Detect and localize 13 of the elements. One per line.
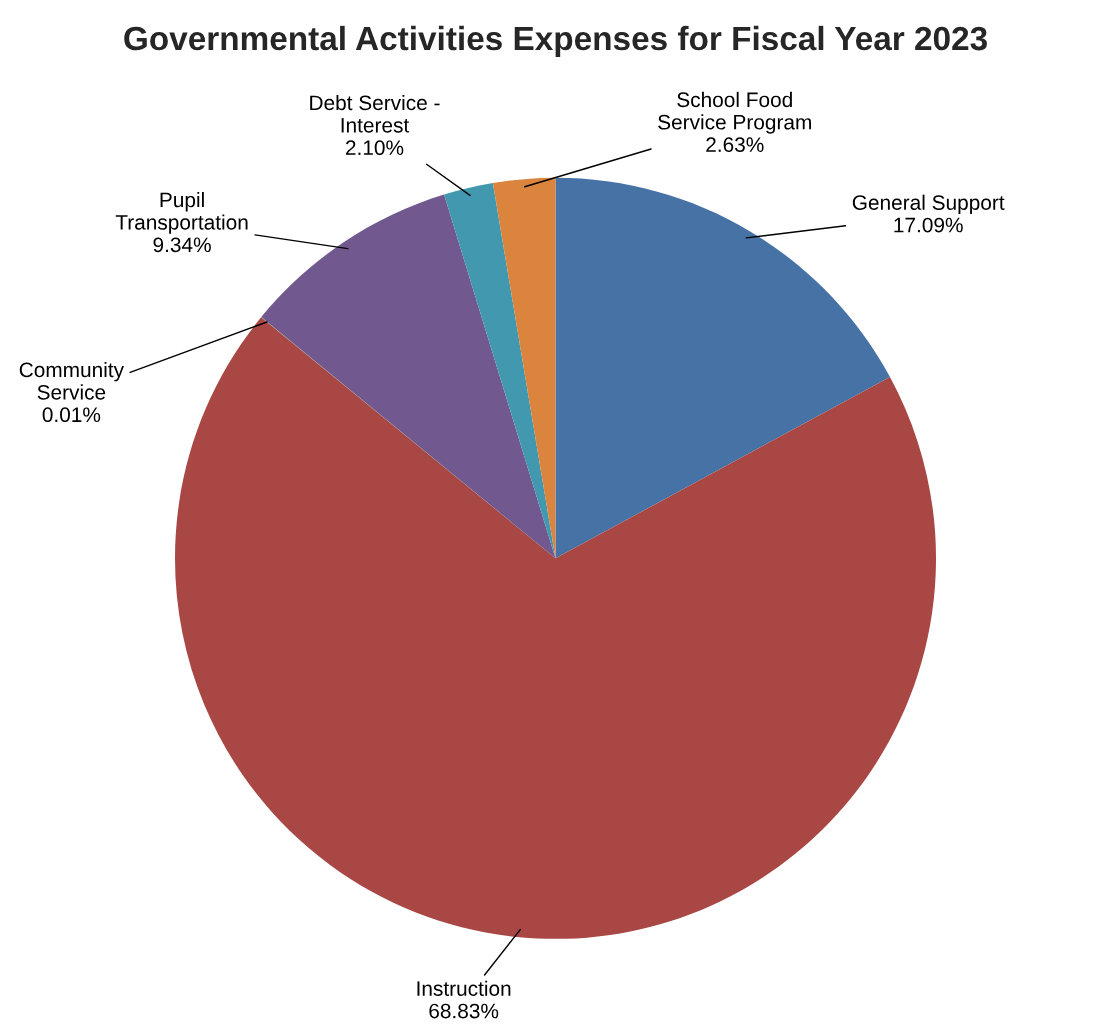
data-label: 9.34% (153, 237, 211, 253)
slice-label: General Support (852, 194, 1005, 215)
data-label: 17.09% (894, 217, 963, 233)
data-label: 2.63% (706, 137, 764, 153)
data-label: 0.01% (42, 407, 101, 423)
chart-title: Governmental Activities Expenses for Fiscal Year 2023 (124, 25, 987, 57)
data-label: 2.10% (346, 140, 404, 156)
slice-label: School Food Service Program (658, 91, 811, 134)
slice-label: Pupil Transportation (115, 191, 248, 234)
slice-label: Instruction (417, 980, 511, 996)
slice-label: Debt Service - Interest (310, 94, 440, 133)
slice-label: Community Service (19, 361, 124, 400)
data-label: 68.83% (429, 1003, 499, 1019)
